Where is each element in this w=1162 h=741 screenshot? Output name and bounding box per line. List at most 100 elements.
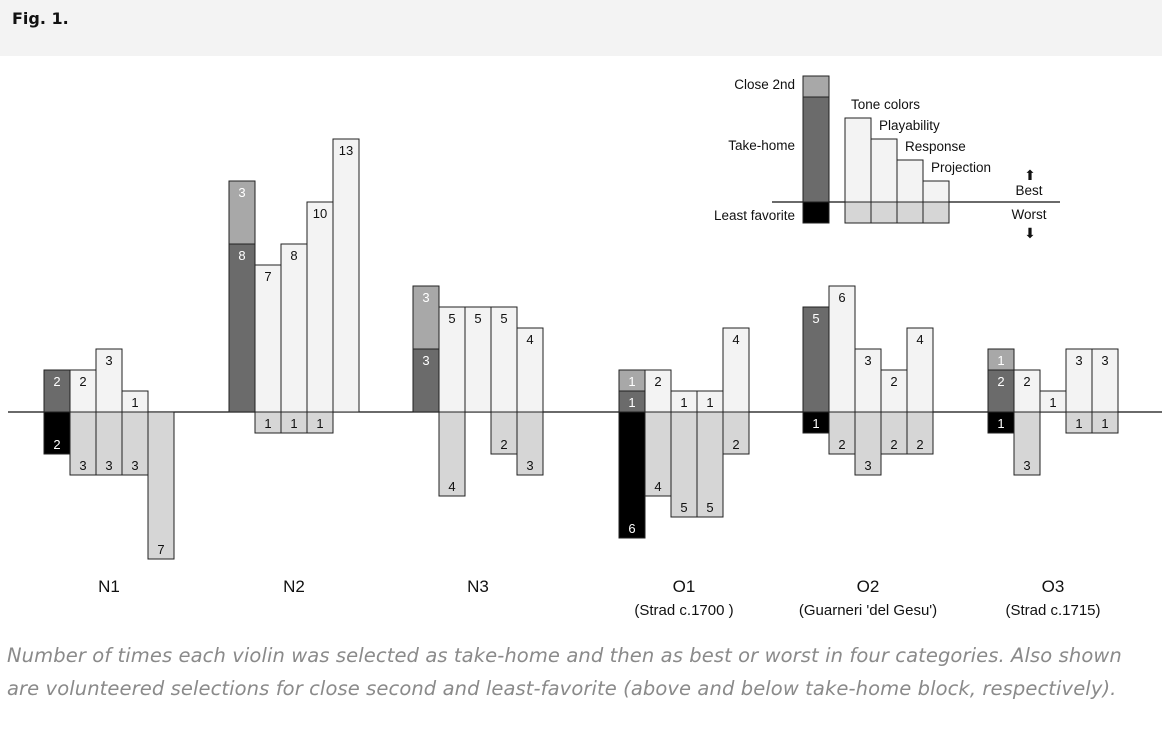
worst-bar [696,411,724,518]
best-bar [854,348,882,413]
legend-take-home-label: Take-home [728,138,795,153]
close-second-label: 1 [628,374,635,389]
worst-label: 4 [654,479,661,494]
legend-best-swatch [844,117,872,203]
best-label: 5 [474,311,481,326]
worst-label: 3 [526,458,533,473]
worst-bar [1013,411,1041,476]
legend-best-label: Best [1015,183,1042,198]
best-label: 1 [680,395,687,410]
take-home-bar [228,243,256,413]
worst-bar [670,411,698,518]
legend-tone-colors-label: Tone colors [851,97,920,112]
legend-least-favorite-swatch [802,201,830,224]
least-favorite-label: 1 [997,416,1004,431]
violin-name: O2 [857,577,880,596]
worst-label: 3 [1023,458,1030,473]
least-favorite-label: 6 [628,521,635,536]
best-label: 6 [838,290,845,305]
best-label: 3 [1101,353,1108,368]
close-second-label: 3 [238,185,245,200]
worst-label: 5 [680,500,687,515]
worst-bar [1091,411,1119,434]
worst-bar [828,411,856,455]
up-arrow-icon: ⬆ [1024,167,1036,183]
legend-projection-label: Projection [931,160,991,175]
worst-bar [306,411,334,434]
legend-close-second-label: Close 2nd [734,77,795,92]
legend-worst-label: Worst [1011,207,1046,222]
take-home-label: 1 [628,395,635,410]
best-bar [1013,369,1041,413]
best-label: 2 [890,374,897,389]
worst-label: 1 [264,416,271,431]
best-bar [490,306,518,413]
close-second-bar [987,348,1015,371]
legend-least-favorite-label: Least favorite [714,208,795,223]
close-second-bar [412,285,440,350]
take-home-label: 2 [997,374,1004,389]
close-second-bar [228,180,256,245]
violin-name: O3 [1042,577,1065,596]
best-bar [828,285,856,413]
take-home-label: 8 [238,248,245,263]
legend-close-second-swatch [802,75,830,98]
least-favorite-label: 2 [53,437,60,452]
least-favorite-label: 1 [812,416,819,431]
best-label: 8 [290,248,297,263]
worst-label: 2 [838,437,845,452]
close-second-label: 3 [422,290,429,305]
best-label: 13 [339,143,353,158]
best-label: 3 [105,353,112,368]
violin-subtitle: (Strad c.1700 ) [634,602,733,619]
worst-bar [880,411,908,455]
best-label: 1 [1049,395,1056,410]
best-label: 5 [500,311,507,326]
legend-playability-label: Playability [879,118,940,133]
best-bar [254,264,282,413]
best-bar [1091,348,1119,413]
worst-label: 2 [916,437,923,452]
worst-label: 2 [890,437,897,452]
best-bar [1065,348,1093,413]
worst-label: 1 [1101,416,1108,431]
worst-bar [516,411,544,476]
least-favorite-bar [43,411,71,455]
figure-header: Fig. 1. [0,0,1162,56]
legend-take-home-swatch [802,96,830,203]
take-home-bar [802,306,830,413]
best-bar [306,201,334,413]
best-bar [722,327,750,413]
best-label: 10 [313,206,327,221]
best-bar [880,369,908,413]
legend-worst-swatch [896,201,924,224]
legend-worst-swatch [844,201,872,224]
best-bar [95,348,123,413]
worst-bar [906,411,934,455]
worst-label: 1 [290,416,297,431]
best-label: 4 [732,332,739,347]
violin-subtitle: (Strad c.1715) [1005,602,1100,619]
best-bar [906,327,934,413]
take-home-label: 5 [812,311,819,326]
least-favorite-bar [618,411,646,539]
worst-label: 3 [864,458,871,473]
take-home-label: 2 [53,374,60,389]
worst-label: 7 [157,542,164,557]
best-label: 1 [131,395,138,410]
best-label: 2 [79,374,86,389]
best-label: 7 [264,269,271,284]
best-label: 3 [864,353,871,368]
best-bar [438,306,466,413]
legend-worst-swatch [922,201,950,224]
worst-bar [722,411,750,455]
violin-name: N2 [283,577,305,596]
best-bar [280,243,308,413]
take-home-label: 3 [422,353,429,368]
worst-label: 4 [448,479,455,494]
worst-label: 1 [1075,416,1082,431]
figure-label: Fig. 1. [12,9,69,28]
best-bar [464,306,492,413]
worst-label: 3 [131,458,138,473]
